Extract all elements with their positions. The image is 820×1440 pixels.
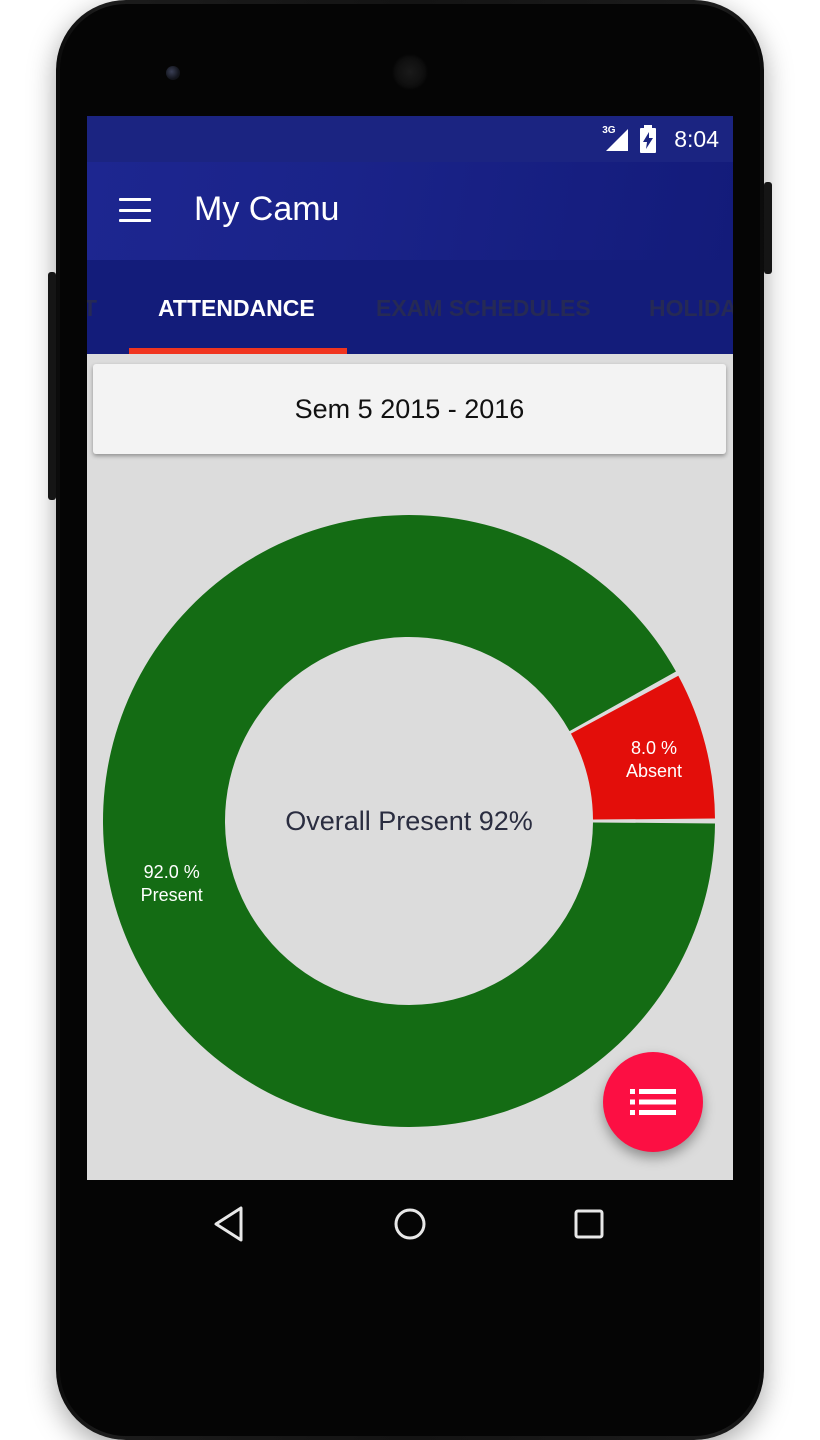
power-button bbox=[764, 182, 772, 274]
volume-button bbox=[48, 272, 56, 500]
battery-charging-icon bbox=[638, 125, 658, 153]
tab-holidays[interactable]: HOLIDA bbox=[649, 295, 733, 321]
list-fab-button[interactable] bbox=[603, 1052, 703, 1152]
tab-indicator bbox=[129, 348, 347, 354]
status-time: 8:04 bbox=[674, 125, 719, 152]
back-icon[interactable] bbox=[207, 1202, 251, 1246]
slice-label-absent-name: Absent bbox=[626, 761, 682, 781]
attendance-donut-chart: 8.0 % Absent 92.0 % Present Overall Present… bbox=[103, 515, 715, 1128]
slice-label-absent-value: 8.0 % bbox=[631, 738, 677, 758]
app-screen: 3G 8:04 My Camu T ATTENDANCE EXAM SCHEDU… bbox=[87, 116, 733, 1180]
slice-label-present-value: 92.0 % bbox=[144, 862, 200, 882]
app-bar: My Camu bbox=[87, 162, 733, 260]
app-title: My Camu bbox=[194, 190, 340, 228]
hamburger-menu-icon[interactable] bbox=[115, 192, 155, 228]
list-icon bbox=[630, 1089, 676, 1115]
tab-bar: T ATTENDANCE EXAM SCHEDULES HOLIDA bbox=[87, 260, 733, 354]
navigation-bar bbox=[87, 1180, 733, 1268]
tab-attendance[interactable]: ATTENDANCE bbox=[158, 295, 315, 321]
tab-exam-schedules[interactable]: EXAM SCHEDULES bbox=[376, 295, 591, 321]
donut-slice-absent bbox=[570, 675, 715, 820]
tab-previous[interactable]: T bbox=[87, 295, 98, 321]
chart-center-label: Overall Present 92% bbox=[285, 806, 533, 836]
semester-label: Sem 5 2015 - 2016 bbox=[294, 393, 525, 424]
front-camera bbox=[166, 66, 180, 80]
home-icon[interactable] bbox=[388, 1202, 432, 1246]
network-type: 3G bbox=[602, 125, 616, 136]
recents-icon[interactable] bbox=[567, 1202, 611, 1246]
slice-label-present-name: Present bbox=[141, 885, 203, 905]
donut-slice-present bbox=[103, 515, 715, 1128]
signal-icon: 3G bbox=[602, 125, 630, 153]
semester-selector[interactable]: Sem 5 2015 - 2016 bbox=[93, 364, 726, 454]
earpiece-speaker bbox=[392, 54, 428, 90]
status-bar: 3G 8:04 bbox=[87, 116, 733, 162]
